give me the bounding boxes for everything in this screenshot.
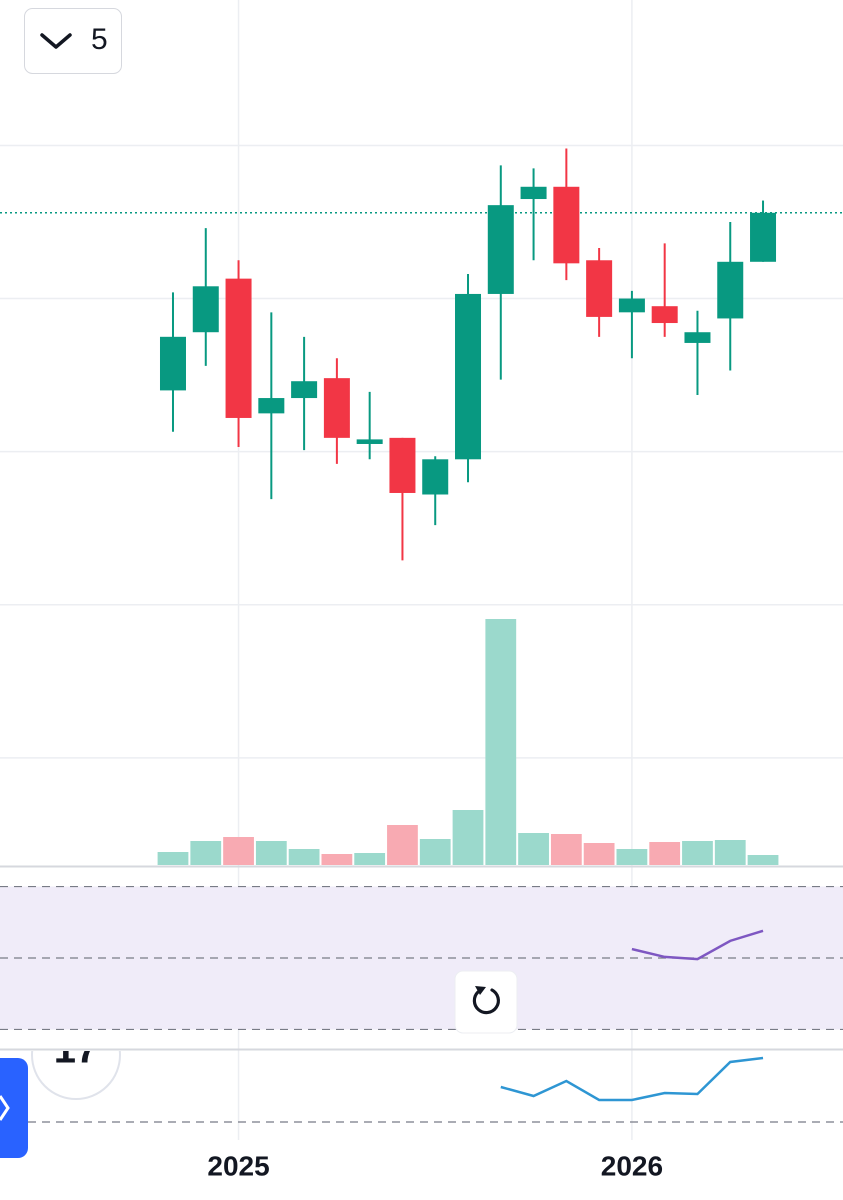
volume-bar bbox=[518, 833, 549, 865]
reset-button-frame[interactable] bbox=[454, 970, 518, 1034]
side-tab-icon bbox=[0, 1095, 10, 1121]
candle-body bbox=[323, 378, 350, 438]
candle-body bbox=[356, 439, 383, 444]
badge-button[interactable]: 17 bbox=[31, 1011, 121, 1100]
volume-bar bbox=[419, 839, 451, 865]
candle-body bbox=[586, 260, 613, 317]
candle-body bbox=[192, 286, 219, 333]
volume-bar bbox=[321, 854, 353, 865]
candle-body bbox=[389, 437, 416, 493]
candle-body bbox=[651, 306, 678, 324]
volume-bar bbox=[747, 855, 779, 865]
volume-bar bbox=[550, 834, 582, 865]
candle-body bbox=[750, 212, 777, 262]
side-tab[interactable] bbox=[0, 1058, 28, 1158]
reset-button[interactable] bbox=[454, 970, 518, 1034]
candle-body bbox=[225, 278, 252, 418]
volume-bar bbox=[223, 837, 254, 865]
reset-icon bbox=[472, 988, 500, 1015]
volume-bar bbox=[485, 619, 517, 865]
volume-bar bbox=[387, 825, 418, 865]
volume-bar bbox=[288, 849, 320, 865]
volume-bar bbox=[157, 852, 189, 865]
interval-button[interactable]: 5 bbox=[24, 8, 122, 74]
candle-body bbox=[455, 293, 482, 460]
x-tick-label: 2025 bbox=[207, 1150, 269, 1181]
candle-body bbox=[487, 205, 514, 294]
badge-circle[interactable] bbox=[31, 1011, 121, 1100]
candle-body bbox=[553, 186, 580, 264]
candle-body bbox=[520, 186, 547, 200]
candle-body bbox=[618, 298, 645, 313]
side-tab-frame[interactable] bbox=[0, 1058, 28, 1158]
volume-bar bbox=[649, 842, 681, 865]
volume-bar bbox=[190, 841, 222, 865]
volume-bar bbox=[714, 840, 746, 865]
volume-bar bbox=[616, 849, 648, 865]
interval-label: 5 bbox=[91, 23, 108, 56]
indicator-line bbox=[500, 1056, 764, 1102]
candle-body bbox=[422, 459, 449, 495]
x-tick-label: 2026 bbox=[601, 1150, 663, 1181]
chevron-icon bbox=[40, 33, 72, 49]
indicator-line bbox=[631, 929, 764, 961]
badge-label: 17 bbox=[54, 1028, 99, 1072]
volume-bar bbox=[354, 853, 386, 865]
candle-body bbox=[291, 381, 318, 399]
volume-bar bbox=[682, 841, 713, 865]
candle-body bbox=[717, 261, 744, 319]
volume-bar bbox=[452, 810, 484, 865]
candle-body bbox=[159, 336, 186, 391]
candle-body bbox=[684, 332, 711, 343]
volume-bar bbox=[255, 841, 287, 865]
candle-body bbox=[258, 398, 285, 414]
reset-icon-arrow bbox=[475, 986, 486, 995]
volume-bar bbox=[583, 843, 615, 865]
interval-button-frame[interactable] bbox=[24, 8, 122, 74]
